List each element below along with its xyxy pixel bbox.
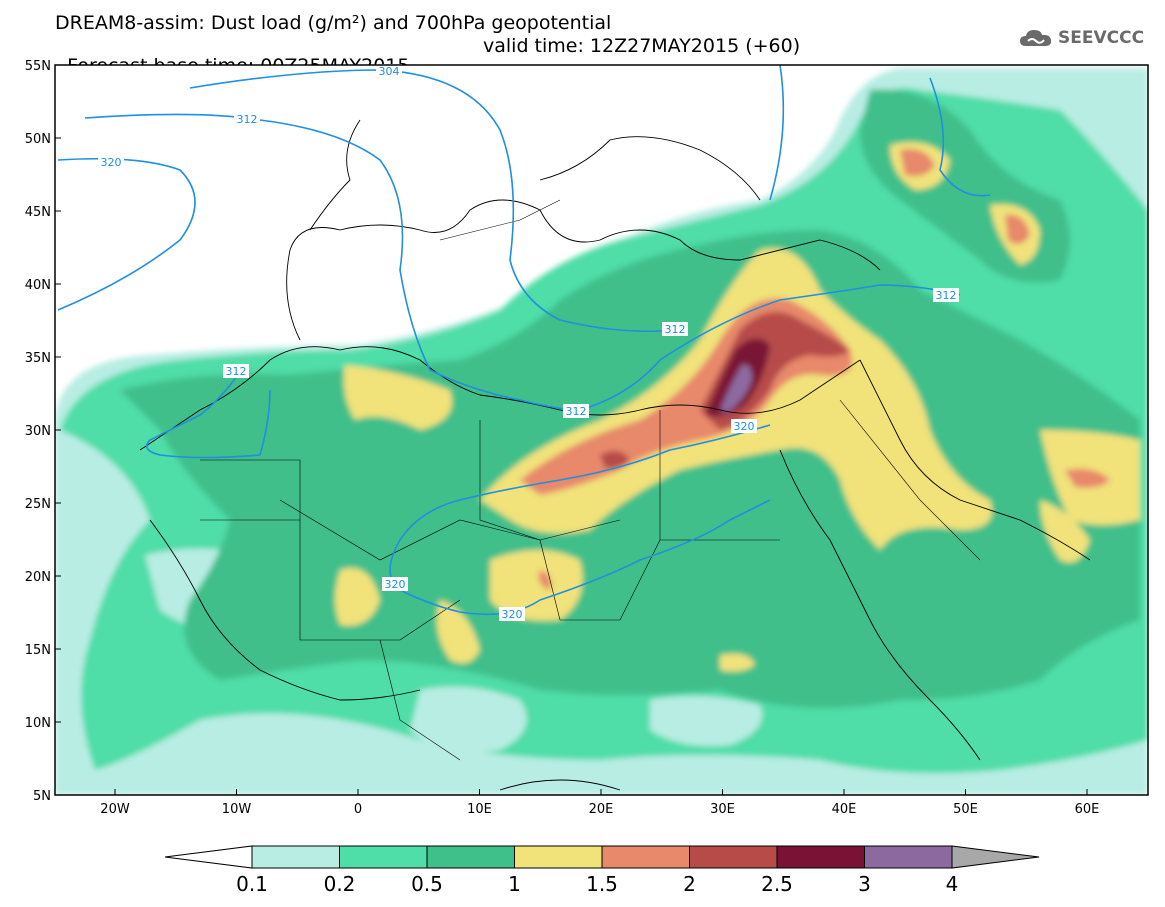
lon-label: 40E [832,802,857,817]
colorbar-label: 4 [945,872,959,896]
geopotential-304-line [189,69,681,333]
colorbar-label: 0.1 [236,872,268,896]
svg-text:312: 312 [665,323,686,336]
colorbar-label: 0.2 [323,872,356,896]
colorbar [164,845,1040,869]
colorbar-label: 2 [683,872,696,896]
contour-label: 320 [731,419,757,433]
contour-label: 312 [933,288,959,302]
geopotential-312-line-west [145,371,271,459]
svg-text:304: 304 [379,65,400,78]
colorbar-swatch [601,845,690,869]
colorbar-swatch [514,845,603,869]
colorbar-swatch [864,845,953,869]
contour-label: 320 [499,607,525,621]
dust-field [55,65,1148,795]
axis-ticks: 55N 50N 45N 40N 35N 30N 25N 20N 15N 10N 5N 20W 10W 0 1… [25,59,1100,817]
lon-label: 20W [100,802,130,817]
colorbar-label: 3 [858,872,871,896]
cloud-icon [1020,30,1052,46]
lat-label: 20N [25,570,51,585]
colorbar-swatch [339,845,428,869]
lon-label: 10E [467,802,492,817]
contour-labels: 304 312 320 312 312 312 320 320 320 312 [98,64,959,621]
svg-text:320: 320 [502,608,523,621]
country-borders [200,199,981,761]
lon-label: 60E [1075,802,1100,817]
lat-label: 40N [25,278,51,293]
geopotential-320-line [57,157,196,311]
lat-label: 5N [33,789,51,804]
geopotential-contours [57,65,991,616]
lat-label: 15N [25,643,51,658]
map-title: DREAM8-assim: Dust load (g/m²) and 700hP… [55,12,612,34]
colorbar-label: 0.5 [411,872,443,896]
lat-label: 45N [25,205,51,220]
colorbar-swatch [776,845,865,869]
contour-label: 304 [376,64,402,78]
svg-text:312: 312 [237,113,258,126]
colorbar-label: 1.5 [586,872,618,896]
contour-label: 312 [234,112,260,126]
lat-label: 35N [25,351,51,366]
logo-text: SEEVCCC [1058,28,1145,48]
colorbar-min-arrow [164,845,253,869]
contour-label: 312 [223,364,249,378]
colorbar-label: 2.5 [761,872,793,896]
contour-label: 312 [662,322,688,336]
colorbar-swatch [426,845,515,869]
svg-text:312: 312 [936,289,957,302]
colorbar-max-arrow [951,845,1040,869]
svg-text:320: 320 [734,420,755,433]
contour-label: 312 [563,404,589,418]
lat-label: 55N [25,59,51,74]
lon-label: 50E [953,802,978,817]
lat-label: 10N [25,716,51,731]
lat-label: 50N [25,132,51,147]
lon-label: 30E [710,802,735,817]
svg-text:320: 320 [101,156,122,169]
seevccc-logo: SEEVCCC [1018,26,1144,50]
geopotential-312-line [84,113,961,411]
svg-text:320: 320 [385,578,406,591]
colorbar-swatch [251,845,340,869]
dust-contour-3.0 [720,364,752,412]
lat-label: 30N [25,424,51,439]
colorbar-swatch [689,845,778,869]
lon-label: 0 [354,802,362,817]
lon-label: 20E [589,802,614,817]
svg-text:312: 312 [226,365,247,378]
colorbar-label: 1 [508,872,521,896]
contour-label: 320 [382,577,408,591]
contour-label: 320 [98,155,124,169]
lat-label: 25N [25,497,51,512]
svg-text:312: 312 [566,405,587,418]
lon-label: 10W [222,802,252,817]
valid-time: valid time: 12Z27MAY2015 (+60) [483,35,801,57]
